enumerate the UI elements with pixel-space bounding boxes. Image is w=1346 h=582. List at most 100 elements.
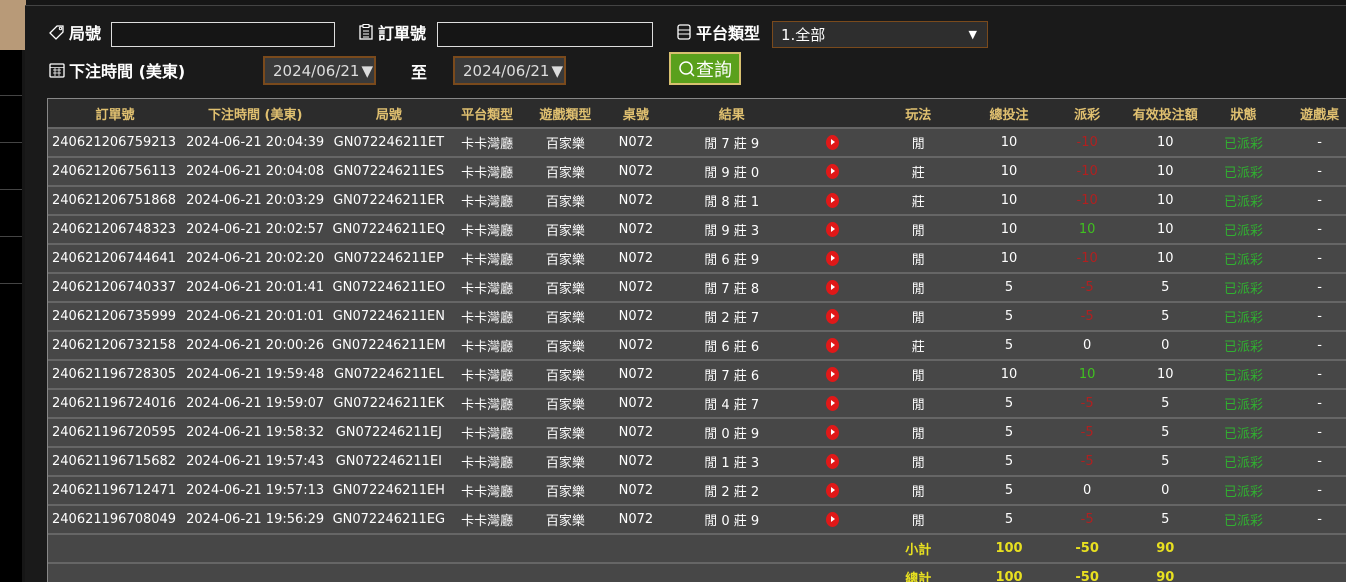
table-no-cell: N072: [605, 418, 667, 448]
payout-cell: 0: [1049, 331, 1125, 361]
round-id-cell: GN072246211EM: [328, 331, 450, 361]
order-id-cell: 240621206751868: [48, 186, 183, 216]
valid-bet-cell: 10: [1124, 360, 1206, 390]
play-video-icon[interactable]: [826, 251, 840, 266]
status-cell: 已派彩: [1205, 215, 1282, 245]
round-input[interactable]: [111, 22, 335, 47]
total-bet-cell: 5: [968, 505, 1050, 535]
column-header: 派彩: [1049, 99, 1125, 129]
play-video-icon[interactable]: [826, 280, 840, 295]
query-button[interactable]: 查詢: [669, 52, 741, 85]
total-bet-cell: 5: [968, 389, 1050, 419]
game-type-cell: 百家樂: [524, 476, 606, 506]
column-header: 玩法: [867, 99, 969, 129]
valid-bet-cell: 0: [1124, 476, 1206, 506]
table-row: 240621206759213 2024-06-21 20:04:39 GN0722…: [48, 128, 1346, 158]
platform-cell: 卡卡灣廳: [449, 215, 525, 245]
payout-cell: -5: [1049, 505, 1125, 535]
valid-bet-cell: 5: [1124, 418, 1206, 448]
bet-type-cell: 莊: [867, 331, 969, 361]
table-no-cell: N072: [605, 128, 667, 158]
summary-cell: -50: [1049, 534, 1125, 564]
column-header: 狀態: [1205, 99, 1282, 129]
payout-cell: -10: [1049, 186, 1125, 216]
play-video-icon[interactable]: [826, 193, 840, 208]
summary-cell: [666, 534, 798, 564]
sidebar-item[interactable]: [0, 238, 22, 284]
result-cell: 閒 1 莊 3: [666, 447, 798, 477]
sidebar: [0, 0, 26, 582]
valid-bet-cell: 5: [1124, 302, 1206, 332]
platform-cell: 卡卡灣廳: [449, 302, 525, 332]
valid-bet-cell: 10: [1124, 186, 1206, 216]
result-cell: 閒 6 莊 6: [666, 331, 798, 361]
total-bet-cell: 10: [968, 215, 1050, 245]
sidebar-item[interactable]: [0, 191, 22, 237]
column-header: 下注時間 (美東): [182, 99, 329, 129]
replay-cell: [797, 273, 868, 303]
play-video-icon[interactable]: [826, 222, 840, 237]
play-video-icon[interactable]: [826, 425, 840, 440]
result-cell: 閒 2 莊 7: [666, 302, 798, 332]
table-no-cell: N072: [605, 157, 667, 187]
game-type-cell: 百家樂: [524, 360, 606, 390]
status-cell: 已派彩: [1205, 302, 1282, 332]
total-bet-cell: 5: [968, 273, 1050, 303]
play-video-icon[interactable]: [826, 338, 840, 353]
bet-type-cell: 閒: [867, 244, 969, 274]
table-row: 240621196724016 2024-06-21 19:59:07 GN0722…: [48, 389, 1346, 419]
replay-cell: [797, 389, 868, 419]
summary-cell: [1281, 534, 1346, 564]
replay-cell: [797, 418, 868, 448]
replay-cell: [797, 215, 868, 245]
play-video-icon[interactable]: [826, 164, 840, 179]
status-cell: 已派彩: [1205, 128, 1282, 158]
summary-cell: [1205, 534, 1282, 564]
total-bet-cell: 5: [968, 418, 1050, 448]
summary-cell: [797, 563, 868, 582]
play-video-icon[interactable]: [826, 135, 840, 150]
play-video-icon[interactable]: [826, 309, 840, 324]
total-bet-cell: 10: [968, 186, 1050, 216]
tag-icon: [49, 25, 64, 40]
round-id-cell: GN072246211EL: [328, 360, 450, 390]
sidebar-item[interactable]: [0, 50, 22, 96]
play-video-icon[interactable]: [826, 512, 840, 527]
bet-type-cell: 閒: [867, 360, 969, 390]
date-to-picker[interactable]: 2024/06/21 ▼: [453, 56, 566, 85]
round-id-cell: GN072246211ER: [328, 186, 450, 216]
play-video-icon[interactable]: [826, 483, 840, 498]
date-from-picker[interactable]: 2024/06/21 ▼: [263, 56, 376, 85]
game-type-cell: 百家樂: [524, 505, 606, 535]
play-video-icon[interactable]: [826, 396, 840, 411]
summary-cell: [328, 534, 450, 564]
table-row: 240621206735999 2024-06-21 20:01:01 GN0722…: [48, 302, 1346, 332]
sidebar-item[interactable]: [0, 144, 22, 190]
replay-cell: [797, 128, 868, 158]
table-row: 240621196708049 2024-06-21 19:56:29 GN0722…: [48, 505, 1346, 535]
game-table-cell: -: [1281, 302, 1346, 332]
round-id-cell: GN072246211ES: [328, 157, 450, 187]
total-bet-cell: 5: [968, 302, 1050, 332]
game-type-cell: 百家樂: [524, 157, 606, 187]
play-video-icon[interactable]: [826, 454, 840, 469]
table-row: 240621196712471 2024-06-21 19:57:13 GN0722…: [48, 476, 1346, 506]
platform-select[interactable]: 1.全部 ▼: [772, 21, 988, 48]
sidebar-item[interactable]: [0, 97, 22, 143]
order-input[interactable]: [437, 22, 653, 47]
result-cell: 閒 9 莊 0: [666, 157, 798, 187]
valid-bet-cell: 10: [1124, 215, 1206, 245]
platform-cell: 卡卡灣廳: [449, 447, 525, 477]
status-cell: 已派彩: [1205, 447, 1282, 477]
payout-cell: -10: [1049, 157, 1125, 187]
sidebar-active-item[interactable]: [0, 0, 26, 50]
game-table-cell: -: [1281, 157, 1346, 187]
platform-filter-label: 平台類型: [675, 20, 760, 44]
result-cell: 閒 0 莊 9: [666, 418, 798, 448]
status-cell: 已派彩: [1205, 331, 1282, 361]
total-bet-cell: 5: [968, 447, 1050, 477]
chevron-down-icon: ▼: [551, 61, 564, 80]
order-id-cell: 240621206756113: [48, 157, 183, 187]
play-video-icon[interactable]: [826, 367, 840, 382]
result-cell: 閒 9 莊 3: [666, 215, 798, 245]
